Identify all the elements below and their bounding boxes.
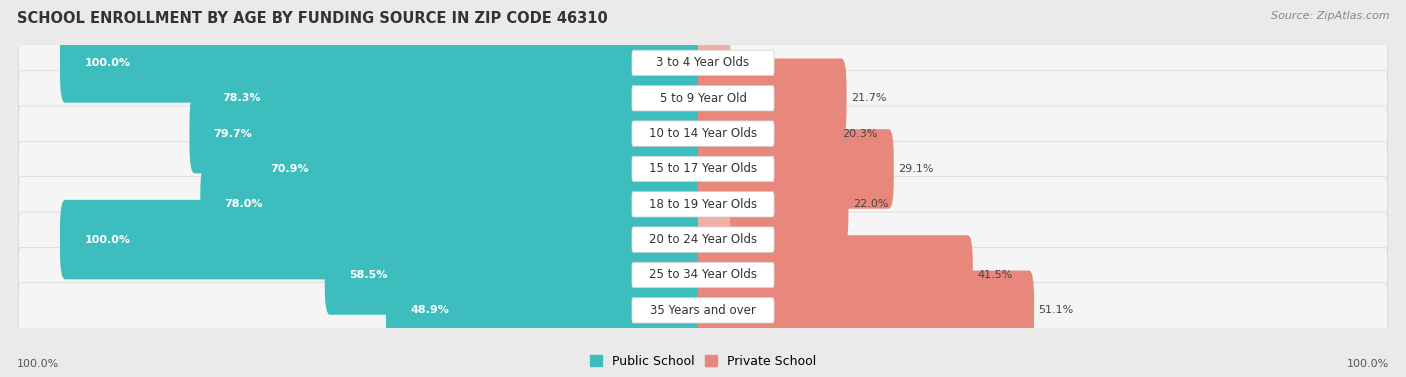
FancyBboxPatch shape: [631, 50, 775, 76]
FancyBboxPatch shape: [697, 23, 731, 103]
Text: 3 to 4 Year Olds: 3 to 4 Year Olds: [657, 57, 749, 69]
Text: 70.9%: 70.9%: [270, 164, 308, 174]
FancyBboxPatch shape: [697, 129, 894, 209]
FancyBboxPatch shape: [631, 262, 775, 288]
Text: 20 to 24 Year Olds: 20 to 24 Year Olds: [650, 233, 756, 246]
FancyBboxPatch shape: [631, 121, 775, 146]
FancyBboxPatch shape: [18, 35, 1388, 90]
Text: 20.3%: 20.3%: [842, 129, 877, 139]
FancyBboxPatch shape: [697, 200, 731, 279]
Text: 79.7%: 79.7%: [214, 129, 253, 139]
FancyBboxPatch shape: [60, 200, 709, 279]
Text: 35 Years and over: 35 Years and over: [650, 304, 756, 317]
FancyBboxPatch shape: [190, 94, 709, 173]
FancyBboxPatch shape: [631, 156, 775, 182]
Text: 18 to 19 Year Olds: 18 to 19 Year Olds: [650, 198, 756, 211]
FancyBboxPatch shape: [697, 164, 848, 244]
FancyBboxPatch shape: [200, 164, 709, 244]
Legend: Public School, Private School: Public School, Private School: [585, 349, 821, 372]
Text: 100.0%: 100.0%: [84, 234, 131, 245]
FancyBboxPatch shape: [18, 106, 1388, 161]
Text: 78.3%: 78.3%: [222, 93, 262, 103]
Text: 5 to 9 Year Old: 5 to 9 Year Old: [659, 92, 747, 105]
Text: 48.9%: 48.9%: [411, 305, 449, 315]
FancyBboxPatch shape: [631, 227, 775, 252]
FancyBboxPatch shape: [631, 86, 775, 111]
FancyBboxPatch shape: [697, 94, 838, 173]
Text: SCHOOL ENROLLMENT BY AGE BY FUNDING SOURCE IN ZIP CODE 46310: SCHOOL ENROLLMENT BY AGE BY FUNDING SOUR…: [17, 11, 607, 26]
Text: Source: ZipAtlas.com: Source: ZipAtlas.com: [1271, 11, 1389, 21]
FancyBboxPatch shape: [325, 235, 709, 315]
FancyBboxPatch shape: [387, 271, 709, 350]
FancyBboxPatch shape: [60, 23, 709, 103]
FancyBboxPatch shape: [697, 271, 1033, 350]
FancyBboxPatch shape: [18, 141, 1388, 196]
Text: 0.0%: 0.0%: [735, 58, 763, 68]
FancyBboxPatch shape: [18, 71, 1388, 126]
FancyBboxPatch shape: [246, 129, 709, 209]
Text: 0.0%: 0.0%: [735, 234, 763, 245]
Text: 10 to 14 Year Olds: 10 to 14 Year Olds: [650, 127, 756, 140]
Text: 78.0%: 78.0%: [225, 199, 263, 209]
FancyBboxPatch shape: [18, 283, 1388, 338]
FancyBboxPatch shape: [631, 192, 775, 217]
Text: 100.0%: 100.0%: [17, 359, 59, 369]
Text: 22.0%: 22.0%: [853, 199, 889, 209]
Text: 100.0%: 100.0%: [84, 58, 131, 68]
Text: 100.0%: 100.0%: [1347, 359, 1389, 369]
FancyBboxPatch shape: [18, 177, 1388, 232]
FancyBboxPatch shape: [697, 58, 846, 138]
Text: 51.1%: 51.1%: [1039, 305, 1074, 315]
FancyBboxPatch shape: [198, 58, 709, 138]
Text: 15 to 17 Year Olds: 15 to 17 Year Olds: [650, 162, 756, 175]
Text: 29.1%: 29.1%: [898, 164, 934, 174]
Text: 41.5%: 41.5%: [977, 270, 1012, 280]
FancyBboxPatch shape: [18, 212, 1388, 267]
Text: 25 to 34 Year Olds: 25 to 34 Year Olds: [650, 268, 756, 282]
Text: 58.5%: 58.5%: [349, 270, 387, 280]
Text: 21.7%: 21.7%: [851, 93, 887, 103]
FancyBboxPatch shape: [631, 297, 775, 323]
FancyBboxPatch shape: [697, 235, 973, 315]
FancyBboxPatch shape: [18, 247, 1388, 302]
